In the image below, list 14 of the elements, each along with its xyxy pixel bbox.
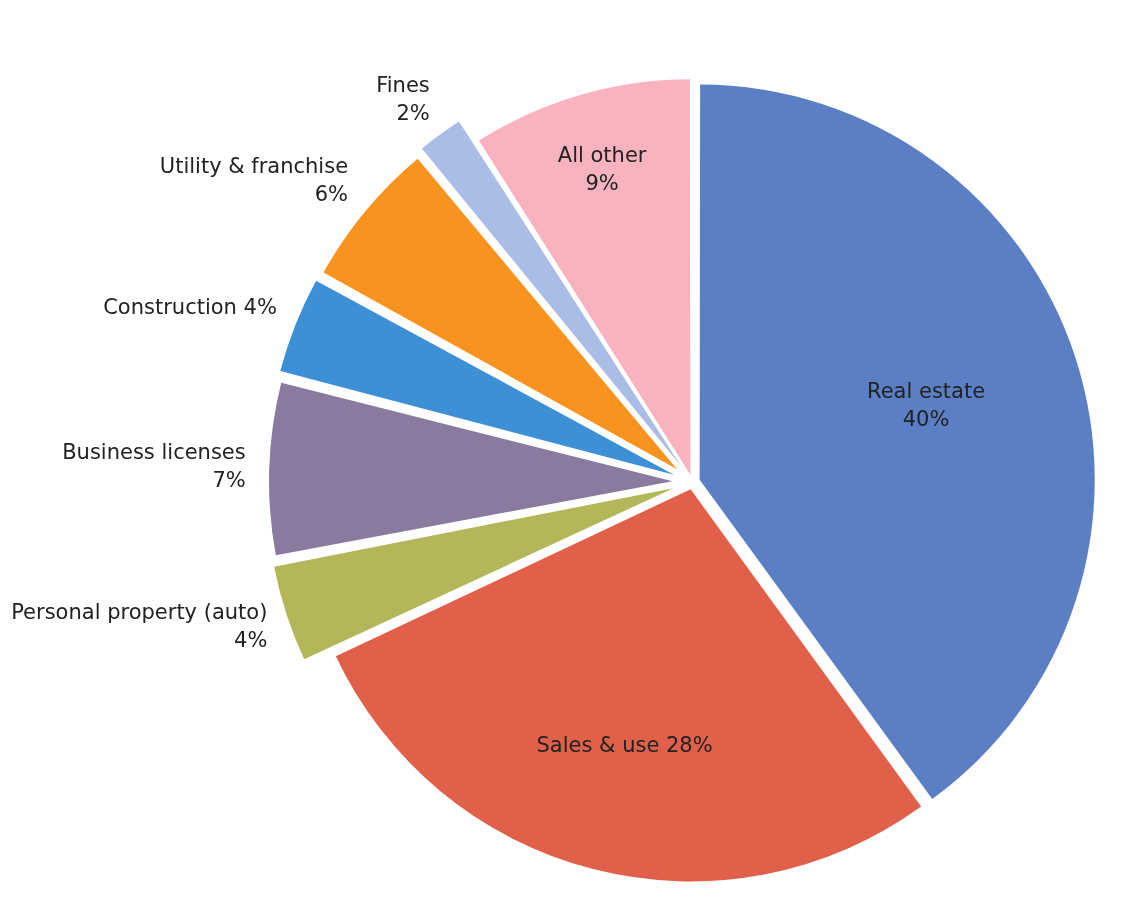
data-label: 6% bbox=[314, 181, 349, 206]
data-label: 4% bbox=[234, 628, 268, 653]
slice-label: Construction 4% bbox=[103, 294, 277, 319]
slice-label: Personal property (auto) bbox=[11, 600, 268, 625]
slice-label: All other bbox=[557, 143, 647, 168]
slice-label: Utility & franchise bbox=[159, 153, 349, 178]
slice-label: Real estate bbox=[867, 378, 986, 403]
data-label: 9% bbox=[585, 171, 619, 196]
slice-label: Business licenses bbox=[62, 439, 246, 464]
data-label: 2% bbox=[396, 100, 430, 125]
slice-label: Fines bbox=[376, 72, 430, 97]
data-label: 40% bbox=[902, 406, 950, 431]
data-label: 7% bbox=[212, 467, 246, 492]
slice-label: Sales & use 28% bbox=[536, 732, 713, 757]
